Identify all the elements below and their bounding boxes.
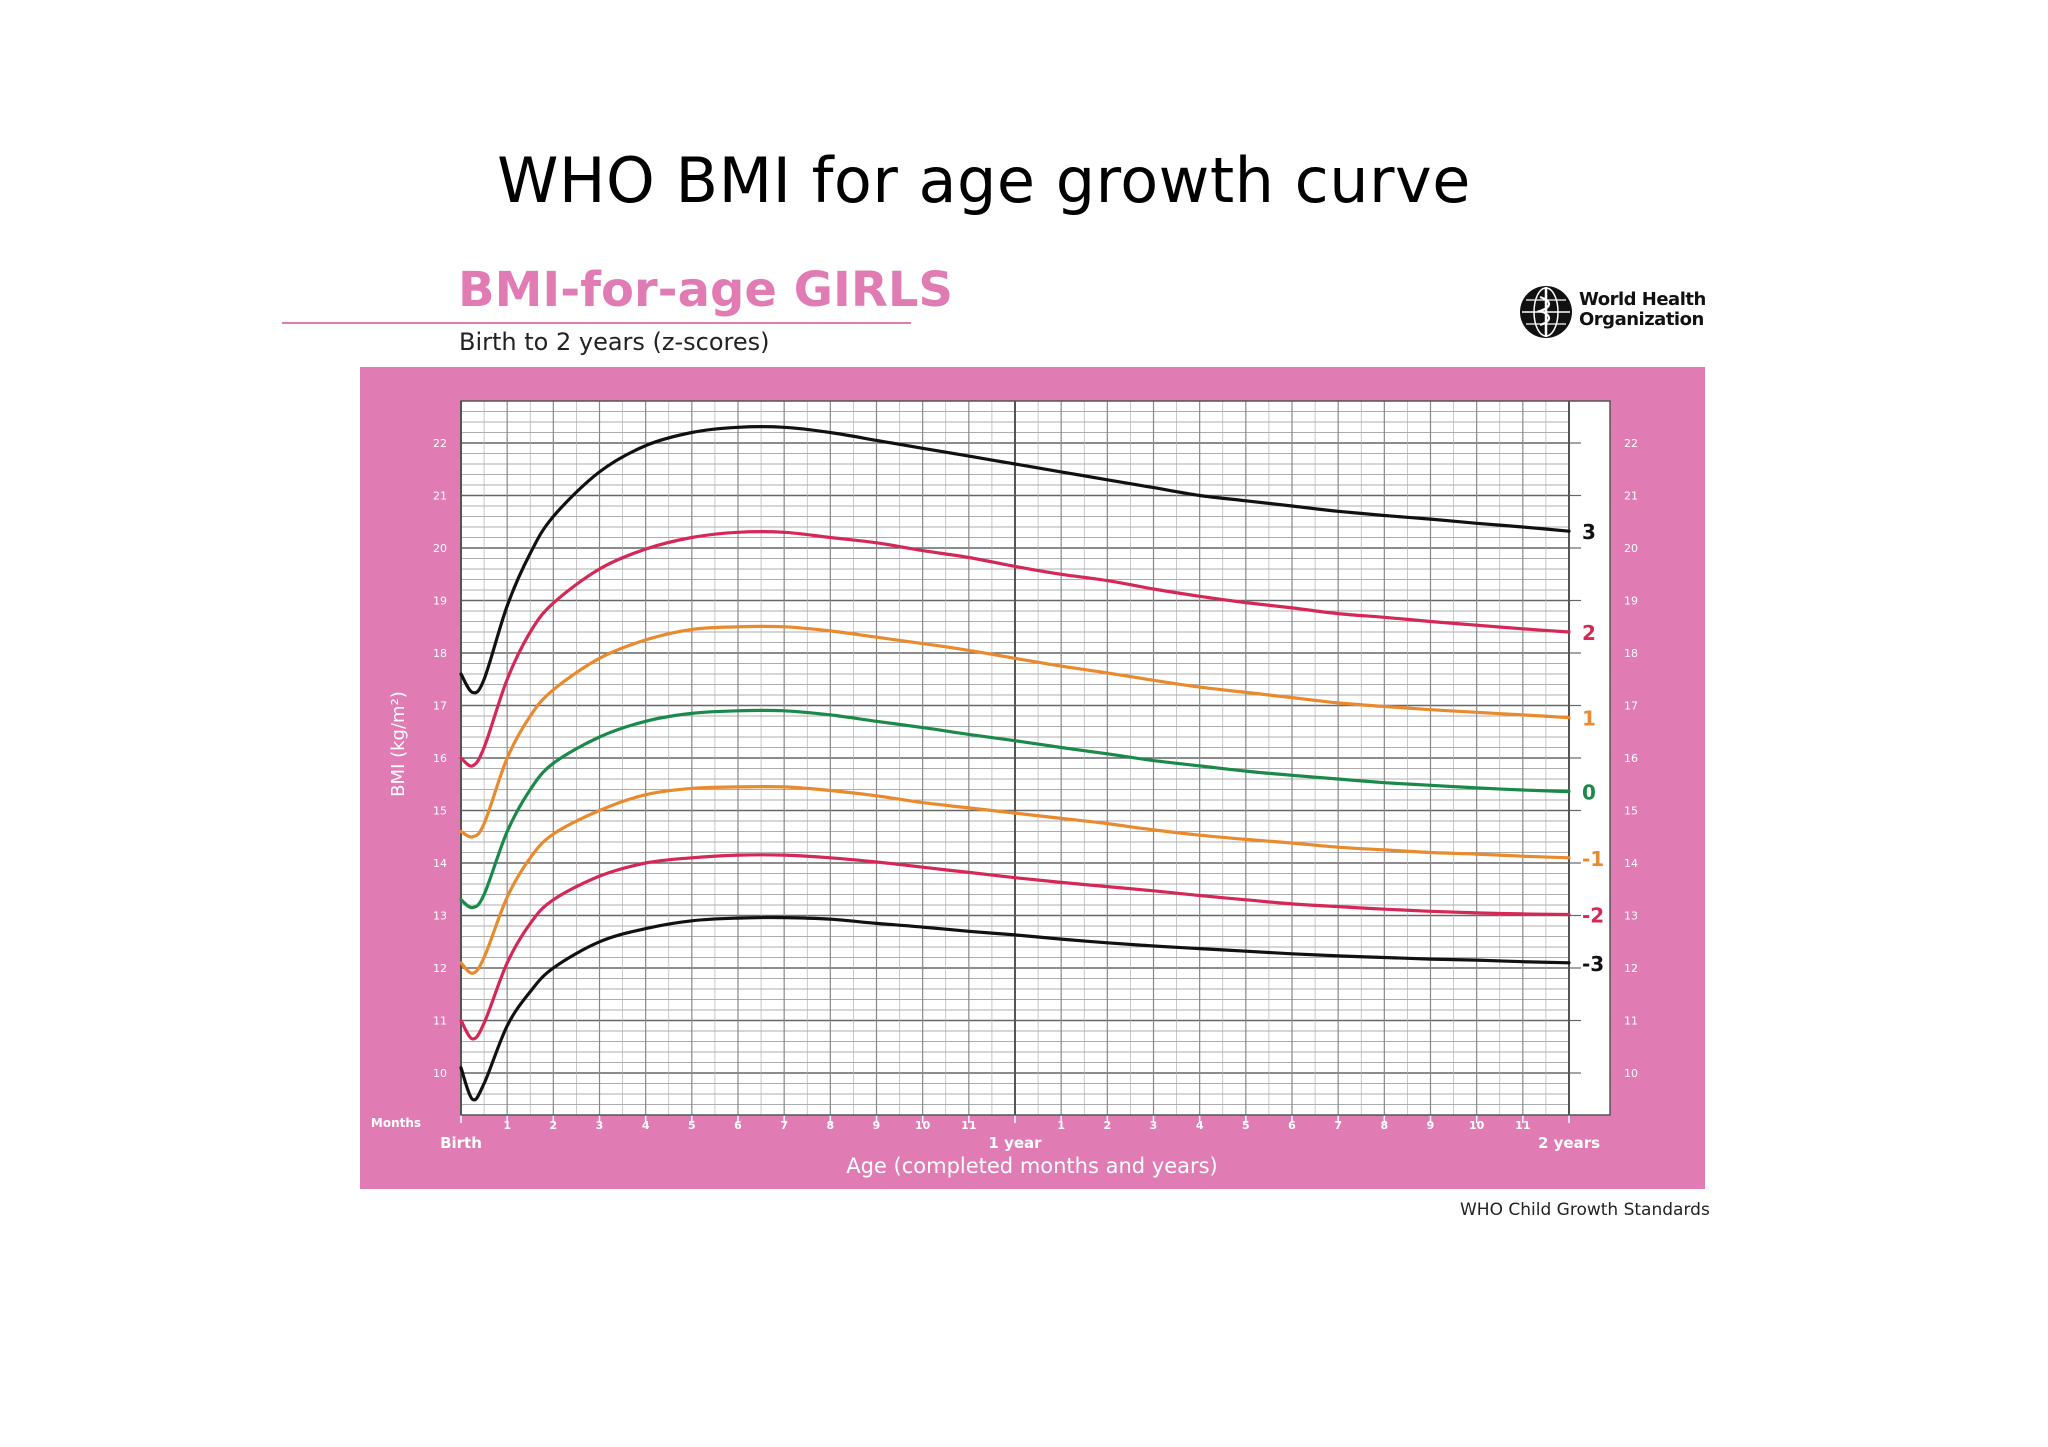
y-tick-label-left: 17 [433,700,447,713]
chart-panel: 10 10 11 11 12 12 13 13 14 14 15 15 16 16 17 17 18 18 19 19… [360,367,1705,1189]
y-tick-label-right: 19 [1624,595,1638,608]
y-tick-label-right: 18 [1624,647,1638,660]
y-tick-label-right: 15 [1624,805,1638,818]
who-logo: World Health Organization [1517,281,1707,343]
y-tick-label-left: 22 [433,437,447,450]
series-label-z-1: -1 [1582,847,1604,871]
y-tick-label-left: 10 [433,1067,447,1080]
y-tick-label-left: 15 [433,805,447,818]
y-tick-label-right: 14 [1624,857,1638,870]
y-tick-label-left: 11 [433,1015,447,1028]
y-tick-label-left: 20 [433,542,447,555]
x-tick-label: 2 [1104,1119,1112,1132]
x-tick-label: 2 [550,1119,558,1132]
x-tick-label: 5 [688,1119,696,1132]
x-tick-label: 8 [827,1119,835,1132]
series-label-z-3: -3 [1582,952,1604,976]
slide-title: WHO BMI for age growth curve [497,144,1471,217]
plot-series [459,425,1571,1102]
x-tick-label: 3 [596,1119,604,1132]
series-label-z0: 0 [1582,781,1596,805]
x-tick-label: 1 [503,1119,511,1132]
chart-title: BMI-for-age GIRLS [458,262,953,318]
x-tick-label: 6 [734,1119,742,1132]
y-tick-label-left: 19 [433,595,447,608]
x-tick-label: 3 [1150,1119,1158,1132]
y-tick-label-left: 21 [433,490,447,503]
series-line-z1 [459,624,1571,839]
series-line-z2 [459,530,1571,768]
who-emblem-icon [1520,286,1572,338]
y-tick-label-left: 12 [433,962,447,975]
series-label-z1: 1 [1582,707,1596,731]
series-line-z-3 [459,915,1571,1102]
series-label-z3: 3 [1582,520,1596,544]
series-label-z2: 2 [1582,621,1596,645]
x-tick-label: 9 [1427,1119,1435,1132]
y-tick-label-left: 14 [433,857,447,870]
x-tick-label: 8 [1381,1119,1389,1132]
x-tick-label: 4 [642,1119,650,1132]
x-tick-label: 6 [1288,1119,1296,1132]
y-tick-label-right: 20 [1624,542,1638,555]
plot-grid [460,400,1611,1123]
y-tick-label-left: 18 [433,647,447,660]
y-axis-title: BMI (kg/m²) [388,691,409,797]
y-tick-label-right: 12 [1624,962,1638,975]
series-label-z-2: -2 [1582,903,1604,927]
x-tick-label: 4 [1196,1119,1204,1132]
y-tick-label-right: 17 [1624,700,1638,713]
series-line-z0 [459,708,1571,910]
who-name-line2: Organization [1579,309,1704,330]
x-tick-label: 7 [1334,1119,1342,1132]
series-line-z-2 [459,853,1571,1041]
x-tick-label: 10 [915,1119,931,1132]
chart-subtitle: Birth to 2 years (z-scores) [459,328,770,356]
y-tick-label-right: 13 [1624,910,1638,923]
series-line-z3 [459,425,1571,695]
y-tick-label-right: 11 [1624,1015,1638,1028]
x-tick-label-major: 1 year [988,1134,1042,1152]
x-tick-label: 9 [873,1119,881,1132]
x-tick-label: 5 [1242,1119,1250,1132]
y-tick-label-right: 21 [1624,490,1638,503]
footer-note: WHO Child Growth Standards [1460,1200,1710,1220]
x-tick-label: 7 [780,1119,788,1132]
y-tick-label-left: 13 [433,910,447,923]
series-line-z-1 [459,784,1571,975]
title-rule [282,322,911,324]
x-tick-label: 10 [1469,1119,1485,1132]
who-name: World Health Organization [1579,290,1706,330]
y-tick-label-right: 16 [1624,752,1638,765]
who-name-line1: World Health [1579,289,1706,310]
x-tick-label-major: Birth [440,1134,482,1152]
x-axis-title: Age (completed months and years) [846,1154,1218,1178]
x-tick-label-major: 2 years [1538,1134,1600,1152]
y-tick-label-right: 22 [1624,437,1638,450]
x-tick-label: 1 [1057,1119,1065,1132]
y-tick-label-left: 16 [433,752,447,765]
x-unit-label: Months [371,1116,421,1130]
x-tick-label: 11 [1515,1119,1530,1132]
x-tick-label: 11 [961,1119,976,1132]
y-tick-label-right: 10 [1624,1067,1638,1080]
